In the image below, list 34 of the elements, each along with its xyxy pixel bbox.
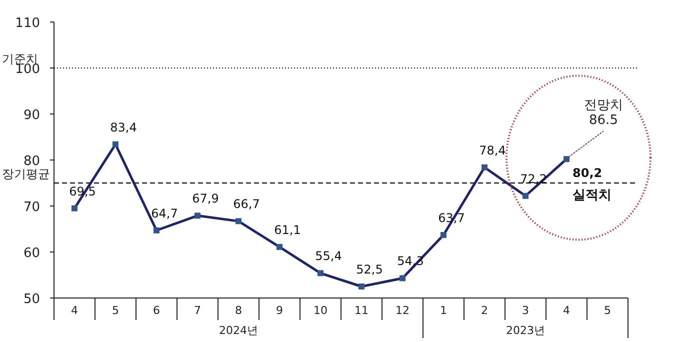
x-tick-label: 4	[71, 304, 78, 317]
x-tick-label: 11	[354, 304, 368, 317]
data-label: 78,4	[479, 143, 506, 158]
x-tick-label: 12	[396, 304, 410, 317]
data-label: 55,4	[315, 249, 342, 264]
x-tick-label: 4	[563, 304, 570, 317]
ref-line-label: 장기평균	[2, 167, 50, 181]
data-label: 80,2	[572, 166, 602, 180]
y-tick-label: 110	[15, 16, 40, 31]
text: 2024년	[219, 324, 258, 337]
data-label: 61,1	[274, 222, 301, 237]
y-tick-label: 50	[23, 292, 40, 307]
x-tick-label: 5	[604, 304, 611, 317]
x-tick-label: 8	[235, 304, 242, 317]
y-tick-label: 70	[23, 200, 40, 215]
x-tick-label: 7	[194, 304, 201, 317]
annotation: 전망치 86.5	[584, 98, 623, 128]
y-tick-label: 90	[23, 108, 40, 123]
x-tick-label: 6	[153, 304, 160, 317]
annotation: 실적치	[572, 188, 612, 204]
x-tick-label: 2	[481, 304, 488, 317]
y-tick-label: 80	[23, 154, 40, 169]
text: 2023년	[506, 324, 545, 337]
data-label: 67,9	[192, 192, 219, 206]
x-tick-label: 10	[314, 304, 328, 317]
x-tick-label: 1	[440, 304, 447, 317]
y-tick-label: 60	[23, 246, 40, 261]
x-tick-label: 3	[522, 304, 529, 317]
data-label: 52,5	[356, 262, 383, 276]
data-label: 64,7	[151, 206, 178, 220]
x-tick-label: 9	[276, 304, 283, 317]
data-label: 83,4	[110, 120, 137, 134]
data-label: 66,7	[233, 197, 260, 212]
x-tick-label: 5	[112, 304, 119, 317]
